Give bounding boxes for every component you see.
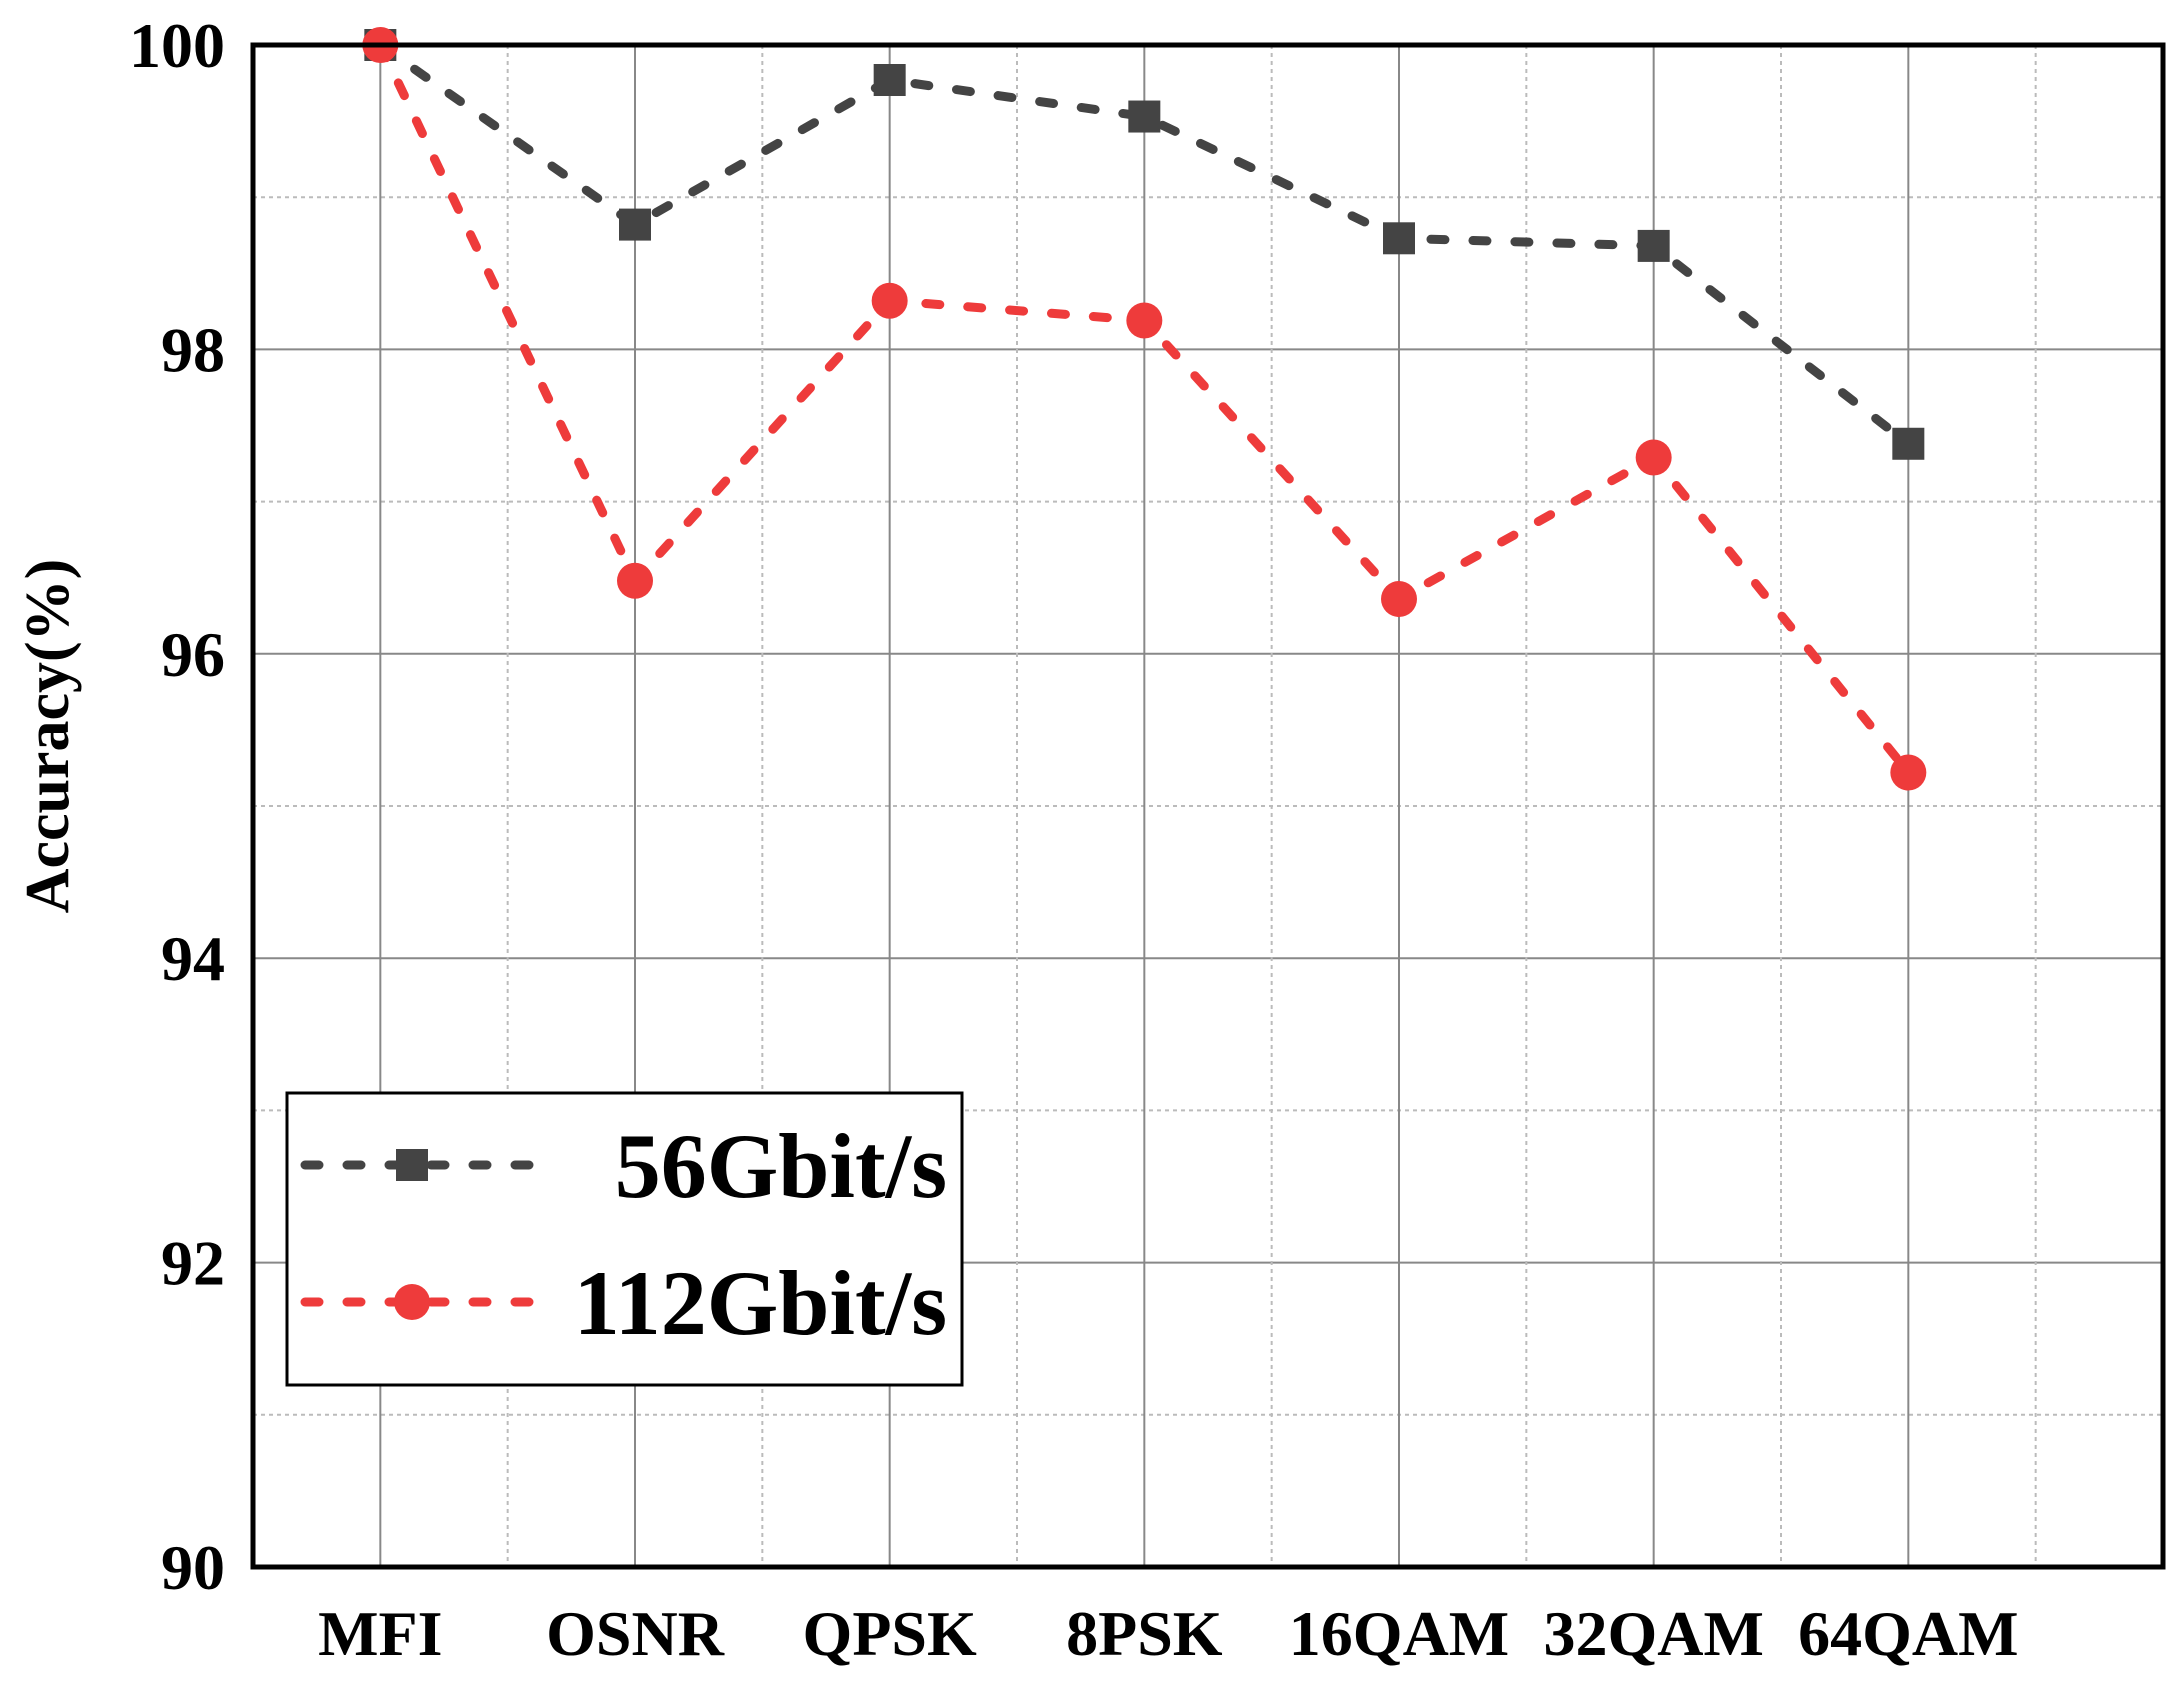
circle-marker bbox=[1635, 439, 1672, 476]
y-tick-label: 92 bbox=[161, 1228, 225, 1299]
y-tick-label: 90 bbox=[161, 1532, 225, 1603]
y-tick-label: 98 bbox=[161, 314, 225, 385]
legend-box bbox=[285, 1091, 964, 1387]
square-marker bbox=[1383, 222, 1415, 255]
x-tick-label: MFI bbox=[318, 1598, 442, 1669]
circle-marker bbox=[1890, 754, 1927, 791]
legend-circle-marker bbox=[394, 1284, 430, 1320]
x-tick-label: QPSK bbox=[803, 1598, 977, 1669]
y-tick-label: 100 bbox=[129, 10, 225, 81]
circle-marker bbox=[871, 282, 908, 319]
circle-marker bbox=[1381, 581, 1417, 618]
square-marker bbox=[1892, 427, 1925, 460]
y-tick-labels: 90 92 94 96 98 100 bbox=[129, 10, 225, 1603]
y-axis-label: Accuracy(%) bbox=[14, 559, 82, 914]
x-tick-label: 32QAM bbox=[1543, 1598, 1763, 1669]
legend-label: 56Gbit/s bbox=[615, 1115, 947, 1217]
legend-square-marker bbox=[396, 1149, 428, 1181]
plot-frame bbox=[250, 42, 2166, 1570]
y-tick-label: 94 bbox=[161, 923, 225, 994]
legend: 56Gbit/s 112Gbit/s bbox=[285, 1091, 964, 1387]
x-tick-label: OSNR bbox=[546, 1598, 725, 1669]
x-tick-label: 16QAM bbox=[1289, 1598, 1509, 1669]
x-tick-label: 8PSK bbox=[1066, 1598, 1223, 1669]
square-marker bbox=[873, 64, 906, 97]
grid bbox=[253, 45, 2163, 1567]
circle-marker bbox=[1126, 302, 1163, 339]
legend-label: 112Gbit/s bbox=[574, 1252, 947, 1354]
x-tick-label: 64QAM bbox=[1798, 1598, 2018, 1669]
circle-marker bbox=[617, 562, 653, 599]
square-marker bbox=[619, 208, 651, 241]
y-tick-label: 96 bbox=[161, 619, 225, 690]
square-marker bbox=[1128, 100, 1161, 133]
x-tick-labels: MFI OSNR QPSK 8PSK 16QAM 32QAM 64QAM bbox=[318, 1598, 2018, 1669]
square-marker bbox=[1637, 229, 1670, 262]
